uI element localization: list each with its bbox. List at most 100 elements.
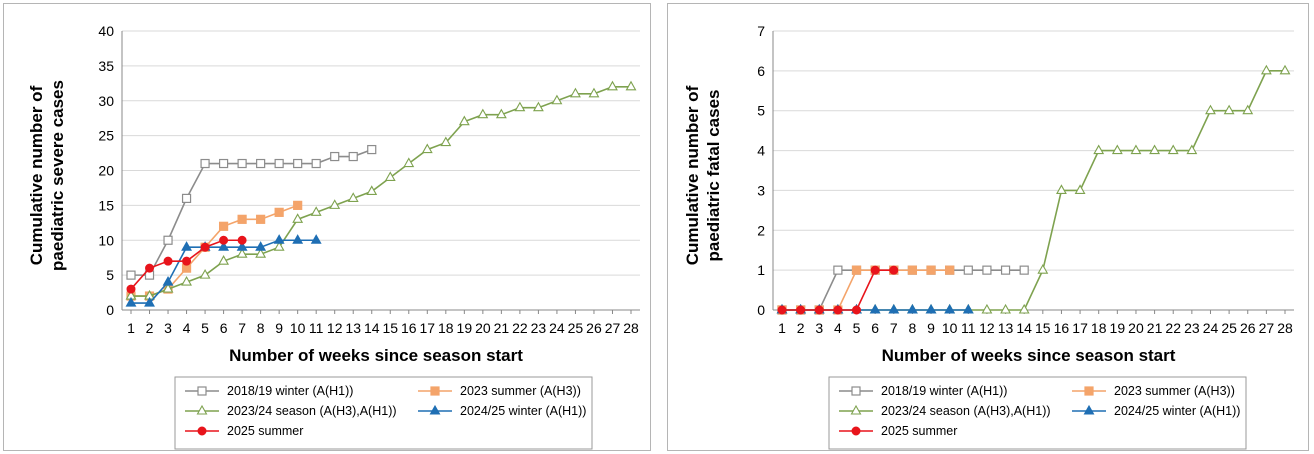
y-tick-label: 5 [757,103,765,119]
data-point [1186,144,1198,155]
y-tick-label: 2 [757,222,765,238]
legend-label: 2018/19 winter (A(H1)) [881,384,1007,398]
legend-swatch-marker [430,386,440,396]
data-point [126,284,136,294]
x-tick-label: 14 [364,320,380,336]
x-tick-label: 9 [275,320,283,336]
y-tick-label: 10 [98,232,114,248]
series-line [131,148,373,276]
y-axis-title-line: paediatric severe cases [48,80,67,271]
data-point [274,158,284,169]
legend-label: 2023/24 season (A(H3),A(H1)) [881,404,1051,418]
x-tick-label: 20 [1128,320,1144,336]
x-tick-label: 24 [549,320,565,336]
x-tick-label: 10 [290,320,306,336]
x-tick-label: 25 [1221,320,1237,336]
data-point [1260,64,1272,75]
data-point [366,185,378,195]
data-point [851,265,862,275]
data-point [292,213,304,223]
x-tick-label: 11 [309,320,324,336]
x-tick-label: 20 [475,320,491,336]
data-point [348,151,358,162]
x-tick-label: 18 [1091,320,1107,336]
x-tick-label: 8 [257,320,265,336]
data-point [199,269,211,279]
data-point [1019,265,1029,275]
data-point [495,108,507,119]
legend-item: 2023 summer (A(H3)) [418,384,581,398]
data-point [1149,144,1161,155]
data-point [607,80,618,91]
data-point [944,303,956,314]
data-point [237,214,247,224]
x-tick-label: 4 [834,320,842,336]
data-point [403,157,415,168]
data-point [162,282,174,293]
x-tick-label: 27 [1259,320,1275,336]
series-3 [125,80,637,300]
x-tick-label: 2 [146,320,154,336]
x-tick-label: 3 [164,320,172,336]
data-point [777,305,787,315]
data-point [311,158,321,169]
y-axis-title-line: Cumulative number of [27,85,46,265]
y-tick-label: 6 [757,63,765,79]
series-5 [777,265,899,315]
legend-item: 2024/25 winter (A(H1)) [418,404,586,418]
data-point [1242,104,1254,115]
data-point [532,101,544,112]
legend-item: 2023/24 season (A(H3),A(H1)) [185,404,397,418]
data-point [181,193,192,203]
x-tick-label: 28 [1277,320,1293,336]
data-point [256,214,266,224]
data-point [329,199,341,209]
x-tick-label: 6 [871,320,879,336]
data-point [237,158,247,169]
y-tick-label: 40 [98,23,114,39]
data-point [1056,184,1067,194]
y-tick-label: 20 [98,163,114,179]
y-tick-label: 0 [106,302,114,318]
y-tick-label: 3 [757,182,765,198]
data-point [888,303,900,314]
data-point [982,265,992,275]
data-point [945,265,955,275]
legend-item: 2025 summer [839,424,957,438]
data-point [814,305,824,315]
data-point [1205,104,1216,115]
legend-label: 2025 summer [881,424,957,438]
data-point [514,101,526,112]
data-point [163,235,173,245]
data-point [126,270,136,280]
data-point [292,234,304,244]
data-point [1074,184,1086,194]
data-point [889,265,899,275]
data-point [347,192,359,202]
x-tick-label: 1 [778,320,786,336]
x-tick-label: 11 [961,320,976,336]
x-tick-label: 24 [1203,320,1219,336]
data-point [200,242,210,252]
legend-label: 2023 summer (A(H3)) [460,384,581,398]
y-tick-label: 7 [757,23,765,39]
x-tick-label: 7 [890,320,898,336]
x-tick-label: 17 [1072,320,1088,336]
legend-label: 2023/24 season (A(H3),A(H1)) [227,404,397,418]
data-point [833,265,843,275]
x-tick-label: 16 [401,320,417,336]
x-tick-label: 27 [605,320,621,336]
data-point [625,80,637,91]
data-point [274,207,284,217]
data-point [310,234,322,244]
data-point [163,256,173,266]
data-point [367,144,377,155]
x-tick-label: 22 [512,320,528,336]
data-point [145,263,155,273]
legend-swatch-marker [851,386,861,396]
series-line [131,204,298,297]
legend-swatch-marker [196,404,208,415]
legend-item: 2018/19 winter (A(H1)) [839,384,1007,398]
data-point [125,296,137,307]
legend-item: 2025 summer [185,424,303,438]
